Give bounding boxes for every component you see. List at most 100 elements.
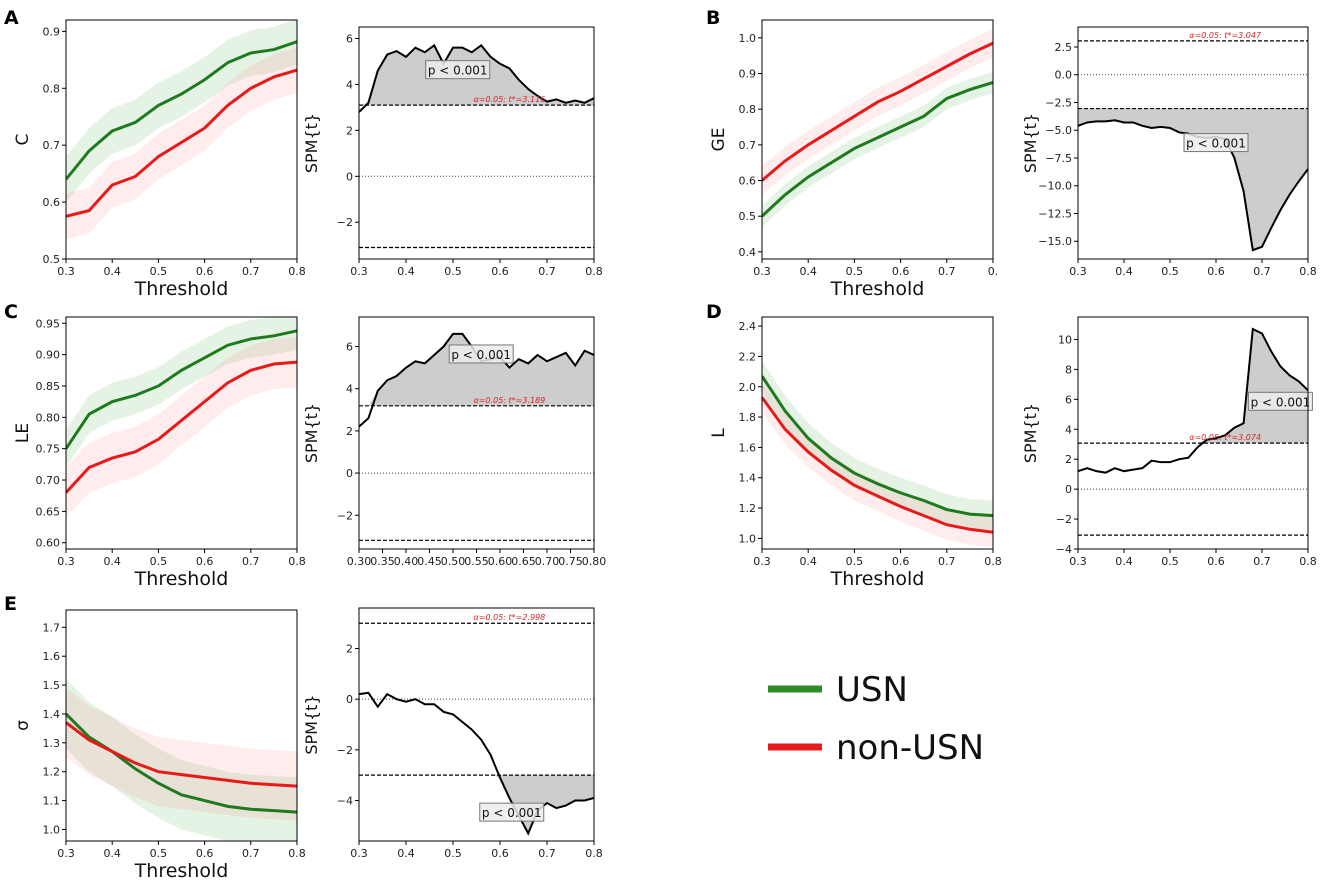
panel-c-spm: α=0.05: t*=3.189 p < 0.001 0.30 0.35 0.40 0.4…: [302, 316, 606, 568]
y-tick-label: 1.7: [43, 621, 61, 634]
panel-letter-c: C: [4, 301, 18, 323]
y-tick-label: −5.0: [1045, 124, 1072, 137]
x-tick-label: 0.7: [1253, 555, 1271, 568]
y-tick-label: 2.5: [1055, 41, 1073, 54]
x-tick-label: 0.4: [397, 265, 415, 278]
plot-area: [359, 622, 594, 836]
y-tick-label: 4: [346, 383, 353, 396]
plot-area: [359, 332, 594, 541]
x-tick-label: 0.7: [242, 555, 260, 568]
x-tick-label: 0.3: [57, 847, 75, 860]
x-tick-label: 0.6: [196, 555, 214, 568]
y-tick-label: 8: [1065, 363, 1072, 376]
x-tick-label: 0.8: [288, 265, 306, 278]
usn-line: [66, 329, 297, 450]
x-axis-title: Threshold: [134, 568, 229, 590]
y-axis-title: GE: [709, 128, 729, 152]
y-axis-title: SPM{t}: [302, 113, 321, 173]
x-tick-label: 0.40: [394, 555, 419, 568]
p-value-box-frame: [479, 802, 545, 822]
panel-c-metric: 0.3 0.4 0.5 0.6 0.7 0.8 0.60 0.65 0.70 0.75 0.80 0.…: [13, 316, 306, 590]
y-tick-label: 1.0: [739, 532, 757, 545]
panel-letter-e: E: [4, 593, 17, 615]
x-tick-label: 0.6: [196, 847, 214, 860]
x-tick-label: 0.5: [150, 265, 168, 278]
x-tick-label: 0.75: [558, 555, 583, 568]
axes-frame: [65, 19, 298, 260]
x-tick-label: 0.5: [1161, 555, 1179, 568]
y-tick-label: 1.2: [43, 766, 61, 779]
usn-band: [66, 679, 297, 841]
p-value-box-frame: [448, 344, 514, 364]
non-usn-line: [762, 396, 993, 534]
y-tick-label: 2: [346, 425, 353, 438]
x-tick-label: 0.6: [491, 265, 509, 278]
x-tick-label: 0.6: [196, 265, 214, 278]
threshold-label: α=0.05: t*=3.189: [474, 396, 546, 405]
x-tick-label: 0.8: [585, 265, 603, 278]
usn-line: [762, 80, 993, 218]
y-tick-label: 1.2: [739, 502, 757, 515]
legend: USN non-USN: [768, 670, 984, 768]
y-tick-label: −12.5: [1038, 207, 1072, 220]
non-usn-band: [66, 687, 297, 821]
y-tick-label: 4: [346, 78, 353, 91]
x-tick-label: 0.7: [938, 265, 956, 278]
plot-area: [66, 317, 297, 518]
y-tick-label: 1.6: [43, 650, 61, 663]
axes-frame: [65, 609, 298, 842]
y-tick-label: 0.60: [36, 537, 61, 550]
p-value-label: p < 0.001: [428, 64, 488, 78]
panel-letter-a: A: [4, 7, 19, 29]
y-tick-label: −2: [337, 216, 353, 229]
threshold-label: α=0.05: t*=3.047: [1189, 31, 1262, 40]
x-tick-label: 0.5: [150, 555, 168, 568]
non-usn-band: [762, 28, 993, 195]
y-tick-label: 0.5: [739, 210, 757, 223]
x-tick-label: 0.60: [488, 555, 513, 568]
y-tick-label: −7.5: [1045, 152, 1072, 165]
y-tick-label: 0.5: [43, 253, 61, 266]
y-tick-label: 0: [346, 693, 353, 706]
x-tick-label: 0.3: [1069, 555, 1087, 568]
axes-frame: [1077, 26, 1309, 260]
y-tick-label: 0.70: [36, 474, 61, 487]
x-tick-label: 0.3: [1069, 265, 1087, 278]
y-tick-label: −2: [337, 744, 353, 757]
x-tick-label: 0.3: [753, 265, 771, 278]
x-tick-label: 0.35: [370, 555, 395, 568]
suprathreshold-cluster: [359, 775, 594, 834]
x-tick-label: 0.7: [938, 555, 956, 568]
threshold-label: α=0.05: t*=3.116: [474, 95, 546, 104]
panel-d-spm: α=0.05: t*=3.074 p < 0.001 0.3 0.4 0.5 0.6 0.7…: [1021, 316, 1317, 568]
x-tick-label: 0.5: [846, 555, 864, 568]
axes-frame: [761, 316, 994, 550]
y-tick-label: 0.95: [36, 317, 61, 330]
non-usn-line: [66, 68, 297, 218]
x-tick-label: 0.8: [288, 847, 306, 860]
threshold-label: α=0.05: t*=2.998: [474, 613, 546, 622]
panel-letter-d: D: [706, 301, 722, 323]
usn-band: [66, 20, 297, 203]
y-tick-label: −2.5: [1045, 96, 1072, 109]
x-tick-label: 0.8: [585, 847, 603, 860]
y-tick-label: 2.0: [739, 381, 757, 394]
y-tick-label: 0.9: [43, 25, 61, 38]
p-value-box-frame: [425, 60, 491, 80]
suprathreshold-cluster: [1078, 328, 1308, 444]
panel-letter-b: B: [706, 7, 720, 29]
x-axis-title: Threshold: [830, 568, 925, 590]
suprathreshold-cluster: [1078, 108, 1308, 251]
usn-band: [762, 71, 993, 227]
y-tick-label: 0.6: [43, 196, 61, 209]
legend-non-usn-label: non-USN: [836, 728, 984, 768]
x-tick-label: 0.4: [1115, 555, 1133, 568]
x-tick-label: 0.5: [444, 265, 462, 278]
y-tick-label: 6: [346, 32, 353, 45]
x-tick-label: 0.7: [242, 265, 260, 278]
p-value-box-frame: [1183, 133, 1249, 153]
y-tick-label: 1.0: [739, 32, 757, 45]
spm-curve: [359, 691, 594, 836]
y-tick-label: 0: [1065, 483, 1072, 496]
